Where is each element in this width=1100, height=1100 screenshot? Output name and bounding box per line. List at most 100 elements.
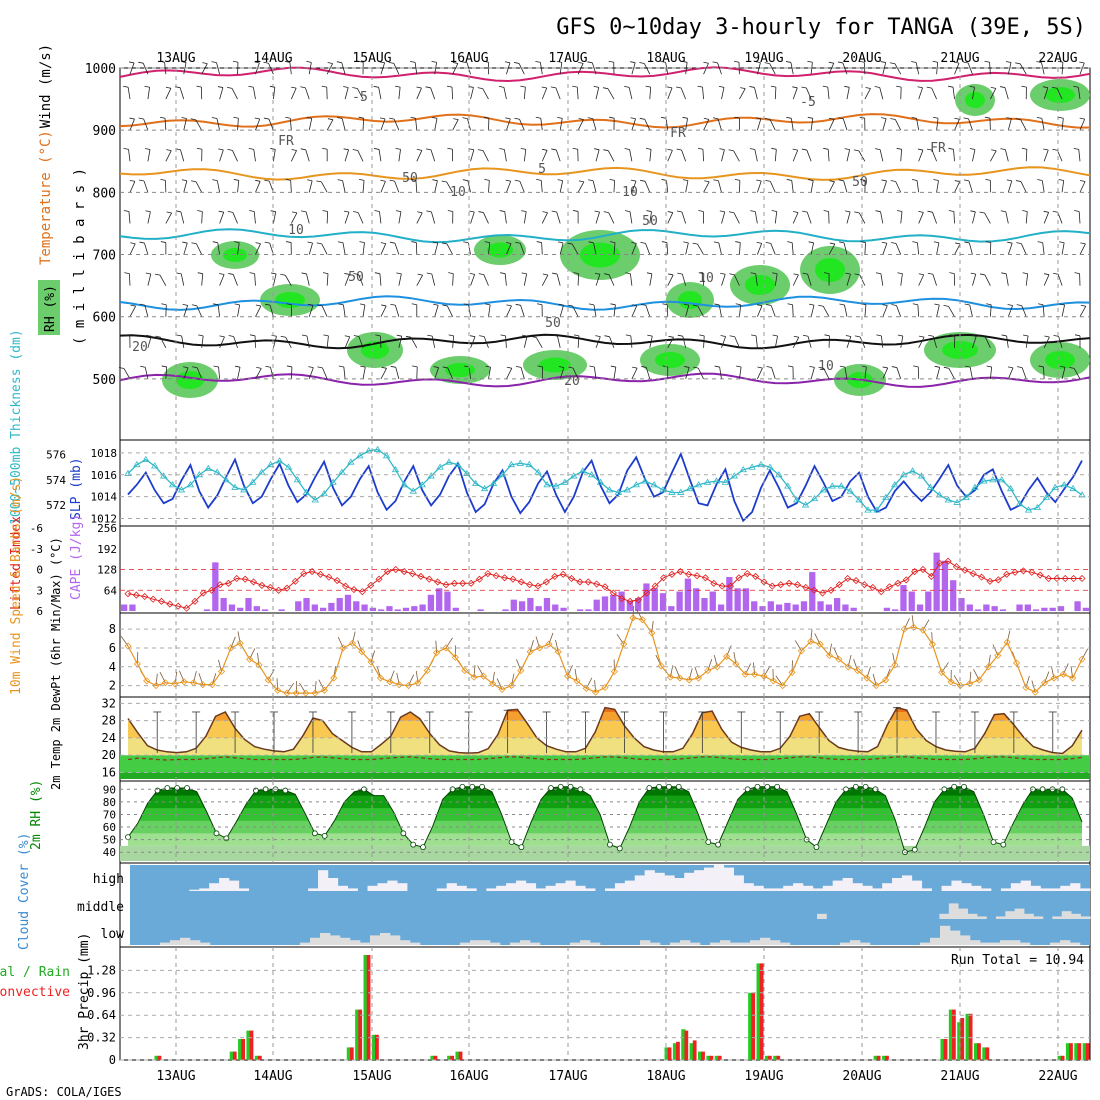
wind-barb-flag	[567, 242, 573, 245]
wind-barb	[1056, 88, 1063, 100]
precip-total-bar	[881, 1055, 887, 1060]
wind-barb-flag	[227, 87, 233, 89]
wind-barb-flag	[844, 148, 850, 150]
wind-barb-flag	[202, 62, 208, 65]
wind-barb	[183, 367, 189, 380]
wind-barb	[1041, 180, 1045, 193]
wind-barb	[828, 181, 835, 193]
wind-barb	[918, 212, 924, 224]
wind-barb-flag	[698, 272, 704, 275]
wind-barb	[1007, 367, 1014, 380]
wind-barb	[828, 63, 835, 75]
wind-barb	[685, 62, 688, 75]
thickness-point	[124, 469, 132, 476]
wind-barb-flag	[818, 366, 824, 369]
contour-label: -5	[352, 90, 368, 105]
wind-barb	[519, 243, 525, 255]
wind-speed-point	[489, 680, 497, 688]
cape-bar	[991, 606, 998, 611]
cloud-cell	[822, 885, 833, 891]
wind-barb	[143, 118, 149, 131]
wind-barb-flag	[728, 149, 734, 152]
wind-barb	[144, 367, 149, 379]
wind-barb	[505, 335, 507, 348]
wind-barb-flag	[468, 148, 474, 151]
wind-barb-flag	[823, 147, 829, 150]
wind-barb	[595, 87, 600, 100]
cloud-cell	[892, 878, 903, 891]
wind-barb	[967, 62, 973, 75]
wind-speed-point	[1012, 659, 1021, 667]
wind-barb-flag	[155, 335, 161, 338]
wind-barb	[362, 242, 365, 255]
cloud-cell	[802, 885, 814, 891]
cape-bar	[203, 609, 211, 611]
wind-barb	[416, 274, 423, 286]
thickness-point	[730, 472, 738, 479]
wind-barb	[165, 150, 172, 162]
wind-barb	[520, 305, 525, 317]
wind-speed-point	[292, 689, 300, 697]
wind-speed-point	[199, 681, 207, 689]
wind-barb	[504, 273, 507, 286]
thickness-point	[641, 477, 649, 484]
wind-barb-flag	[682, 179, 689, 181]
wind-barb-flag	[927, 148, 933, 151]
wind-barb-flag	[854, 273, 860, 276]
wind-barb	[733, 212, 740, 224]
wind-barb	[1007, 180, 1013, 193]
wind-barb	[398, 149, 401, 162]
cloud-cell	[486, 888, 497, 891]
wind-barb-flag	[969, 85, 975, 88]
wind-speed-point	[592, 688, 600, 696]
rh-point	[567, 783, 574, 790]
wind-barb	[972, 87, 975, 100]
wind-panel	[120, 605, 1089, 697]
thickness-point	[596, 478, 605, 485]
lifted-index-point	[551, 572, 559, 580]
wind-barb-flag	[316, 180, 322, 183]
contour-label: -5	[800, 95, 816, 110]
wind-speed-line	[127, 617, 1083, 694]
wind-barb	[165, 212, 173, 224]
cloud-cell	[400, 940, 411, 945]
wind-barb	[482, 88, 489, 100]
wind-barb-flag	[733, 60, 740, 63]
wind-barb	[416, 212, 423, 224]
wind-barb	[1020, 181, 1027, 193]
thickness-point	[231, 483, 239, 490]
cloud-cell	[958, 908, 968, 919]
cloud-cell	[530, 942, 541, 945]
wind-barb-flag	[182, 303, 188, 306]
wind-barb	[306, 273, 310, 286]
cloud-cell	[308, 888, 319, 891]
wind-barb	[380, 368, 387, 380]
cloud-cell	[1033, 916, 1044, 919]
surface-wind-barb	[237, 631, 241, 644]
wind-barb	[535, 337, 543, 349]
precip-total-bar	[714, 1055, 719, 1060]
wind-barb-flag	[750, 272, 756, 275]
cloud-cell	[967, 913, 978, 919]
wind-barb-flag	[389, 117, 395, 120]
lifted-index-point	[542, 578, 550, 586]
rh-point	[843, 786, 849, 793]
wind-barb	[984, 274, 991, 286]
wind-barb-flag	[839, 303, 845, 306]
wind-barb-flag	[500, 334, 506, 337]
wind-barb	[434, 180, 438, 193]
wind-barb	[842, 118, 848, 131]
lifted-index-point	[275, 586, 283, 594]
precip-total-bar	[940, 1039, 945, 1060]
lifted-index-point	[216, 581, 224, 589]
wind-barb	[1079, 62, 1085, 75]
wind-barb-flag	[610, 365, 616, 368]
wind-barb-flag	[1001, 334, 1007, 337]
wind-barb-flag	[881, 179, 887, 182]
cloud-cell	[1030, 885, 1041, 891]
wind-barb-flag	[572, 147, 578, 150]
lifted-index-point	[509, 575, 517, 583]
wind-barb	[1061, 304, 1065, 317]
wind-barb-flag	[1038, 303, 1044, 306]
wind-barb-flag	[448, 334, 454, 337]
